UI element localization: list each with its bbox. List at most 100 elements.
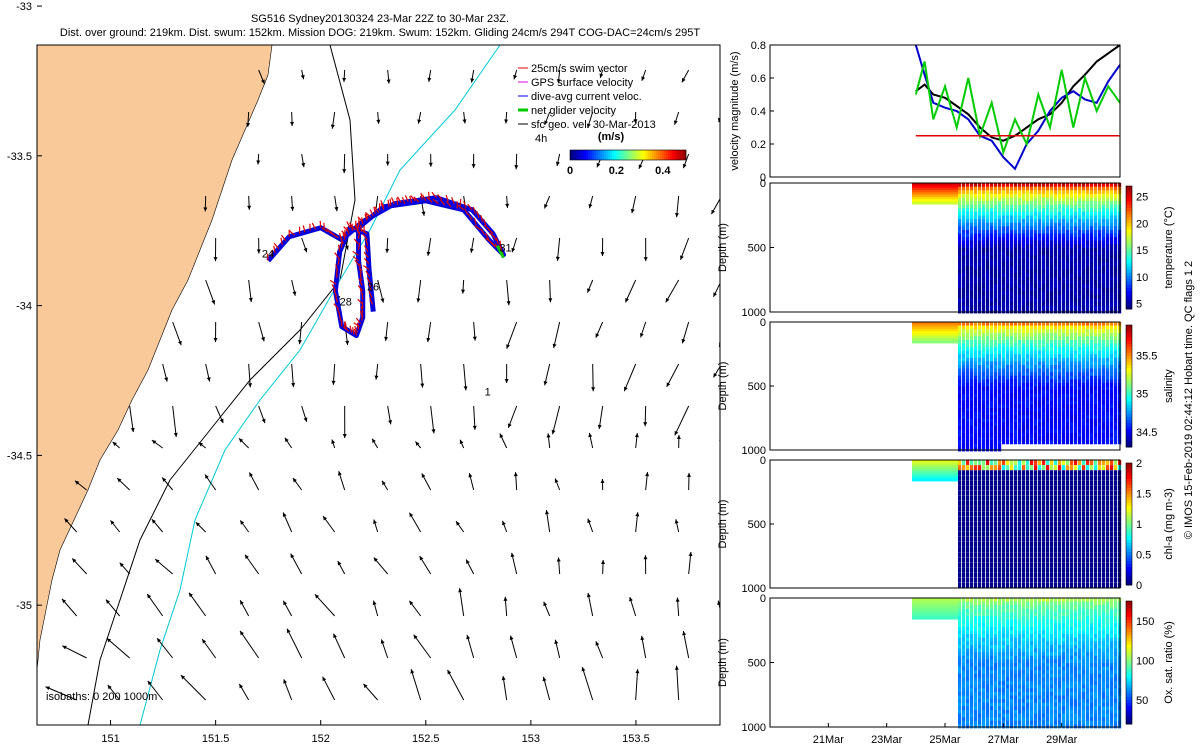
sample bbox=[924, 326, 927, 330]
sample bbox=[1074, 269, 1078, 274]
sample bbox=[1018, 582, 1022, 588]
sample bbox=[1022, 336, 1026, 341]
sample bbox=[1058, 495, 1062, 501]
sample bbox=[933, 478, 936, 482]
sample bbox=[970, 541, 974, 547]
sample bbox=[1010, 536, 1014, 542]
sample bbox=[1018, 382, 1022, 387]
sample bbox=[1106, 411, 1110, 416]
sample bbox=[1062, 208, 1066, 213]
sample bbox=[1094, 418, 1098, 423]
sample bbox=[1054, 248, 1058, 253]
sample bbox=[1110, 233, 1114, 238]
sample bbox=[1066, 201, 1070, 206]
sample bbox=[921, 335, 924, 339]
sample bbox=[962, 375, 966, 380]
sample bbox=[1022, 372, 1026, 377]
sample bbox=[974, 325, 978, 330]
sample bbox=[1002, 495, 1006, 501]
sample bbox=[1074, 397, 1078, 402]
sample bbox=[994, 397, 998, 402]
sample bbox=[1110, 433, 1114, 438]
sample bbox=[1066, 562, 1070, 568]
sample bbox=[1042, 422, 1046, 427]
sample bbox=[1022, 567, 1026, 573]
sample bbox=[1078, 357, 1082, 362]
sample bbox=[1082, 393, 1086, 398]
swim-vector bbox=[363, 265, 370, 271]
sample bbox=[986, 302, 990, 307]
sample bbox=[1106, 258, 1110, 263]
sample bbox=[1114, 365, 1118, 370]
sample bbox=[1050, 470, 1054, 476]
sample bbox=[1042, 208, 1046, 213]
sample bbox=[1066, 273, 1070, 278]
sample bbox=[945, 192, 948, 196]
field-arrow-head bbox=[472, 425, 477, 430]
sample bbox=[1026, 526, 1030, 532]
sample bbox=[1002, 280, 1006, 285]
sample bbox=[978, 291, 982, 296]
sample bbox=[912, 326, 915, 330]
sample bbox=[1102, 354, 1106, 359]
sample bbox=[1006, 276, 1010, 281]
sample bbox=[998, 465, 1002, 471]
sample bbox=[1058, 470, 1062, 476]
swim-vector bbox=[352, 327, 355, 335]
sample bbox=[958, 208, 962, 213]
sample bbox=[1098, 332, 1102, 337]
sample bbox=[1042, 347, 1046, 352]
sample bbox=[974, 567, 978, 573]
sample bbox=[1094, 244, 1098, 249]
swim-vector bbox=[326, 228, 332, 235]
cbar-cell bbox=[1126, 265, 1132, 270]
sample bbox=[1034, 255, 1038, 260]
sample bbox=[962, 536, 966, 542]
sample bbox=[1098, 287, 1102, 292]
sample bbox=[998, 302, 1002, 307]
sample bbox=[1022, 552, 1026, 558]
sample bbox=[1070, 390, 1074, 395]
sample bbox=[1074, 390, 1078, 395]
sample bbox=[1086, 552, 1090, 558]
sample bbox=[986, 237, 990, 242]
sample bbox=[918, 340, 921, 344]
sample bbox=[1086, 233, 1090, 238]
sample bbox=[930, 326, 933, 330]
sample bbox=[1042, 336, 1046, 341]
sample bbox=[1114, 284, 1118, 289]
sample bbox=[1078, 302, 1082, 307]
sample bbox=[970, 465, 974, 471]
sample bbox=[1010, 251, 1014, 256]
sample bbox=[966, 183, 970, 187]
sample bbox=[978, 562, 982, 568]
sample bbox=[974, 436, 978, 441]
sample bbox=[1098, 266, 1102, 271]
sample bbox=[1042, 302, 1046, 307]
sample bbox=[958, 408, 962, 413]
sample bbox=[1106, 361, 1110, 366]
sample bbox=[1098, 183, 1102, 187]
sample bbox=[1078, 526, 1082, 532]
sample bbox=[1070, 572, 1074, 578]
sample bbox=[982, 460, 986, 465]
sample bbox=[1062, 322, 1066, 326]
sample bbox=[1026, 309, 1030, 314]
sample bbox=[962, 485, 966, 491]
sample bbox=[1066, 582, 1070, 588]
cbar-tick: 15 bbox=[1136, 245, 1148, 257]
sample bbox=[986, 415, 990, 420]
sample bbox=[962, 516, 966, 522]
sample bbox=[1050, 433, 1054, 438]
sample bbox=[1054, 368, 1058, 373]
colorbar-cell bbox=[684, 150, 687, 160]
sample bbox=[1058, 354, 1062, 359]
sample bbox=[994, 393, 998, 398]
sample bbox=[1078, 460, 1082, 465]
sample bbox=[990, 186, 994, 191]
sample bbox=[986, 429, 990, 434]
sample bbox=[1058, 343, 1062, 348]
sample bbox=[1050, 322, 1054, 326]
y-tick-label: 0 bbox=[760, 172, 766, 184]
sample bbox=[1054, 258, 1058, 263]
